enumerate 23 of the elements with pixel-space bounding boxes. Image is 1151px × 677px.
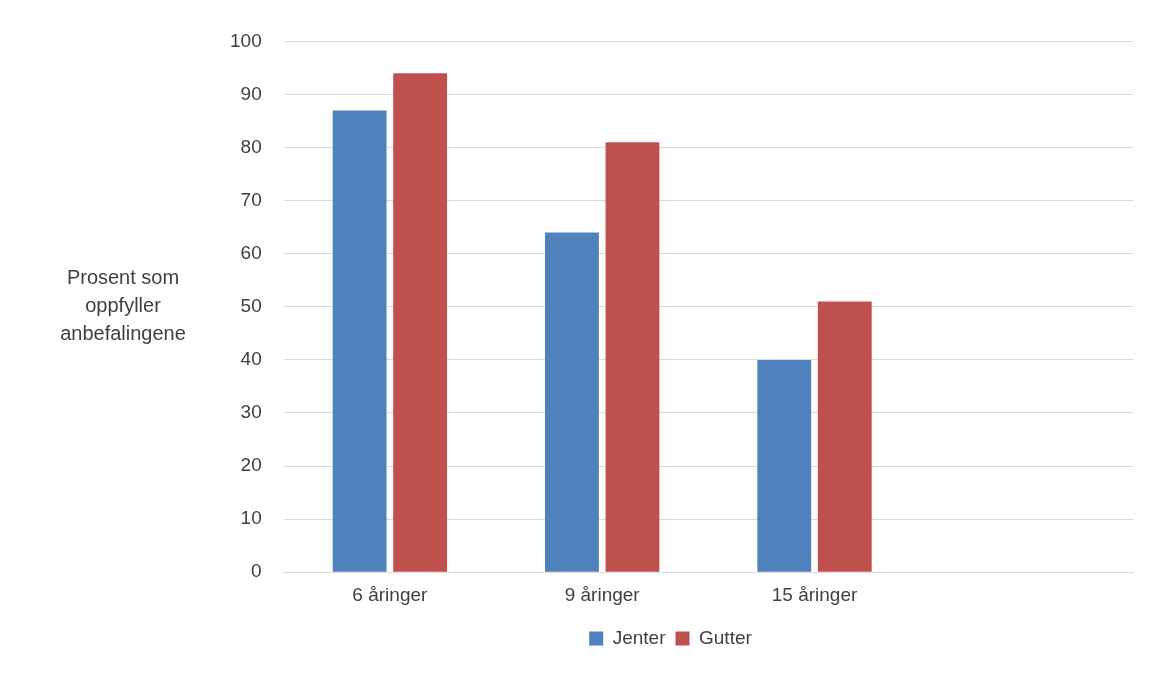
- y-tick-label: 80: [240, 135, 262, 157]
- x-tick-label: 9 åringer: [564, 583, 641, 605]
- bar: [605, 142, 660, 572]
- y-tick-label: 10: [240, 507, 262, 529]
- y-axis-title: Prosent som oppfyller anbefalingene: [60, 266, 186, 345]
- y-tick-label: 70: [240, 188, 262, 210]
- y-tick-label: 60: [240, 241, 262, 263]
- x-tick-label: 15 åringer: [771, 583, 858, 605]
- y-tick-label: 20: [240, 454, 262, 476]
- legend-label: Gutter: [699, 626, 753, 648]
- y-tick-label: 0: [251, 560, 262, 582]
- bar: [332, 110, 387, 572]
- legend-label: Jenter: [612, 626, 667, 648]
- bar: [545, 232, 599, 572]
- y-tick-label: 50: [240, 295, 262, 317]
- bar: [393, 73, 448, 572]
- bar: [757, 359, 812, 572]
- y-tick-label: 90: [240, 82, 262, 104]
- y-tick-label: 100: [230, 29, 262, 51]
- y-tick-label: 40: [240, 348, 262, 370]
- y-tick-label: 30: [240, 401, 262, 423]
- x-tick-label: 6 åringer: [352, 583, 429, 605]
- bar: [817, 301, 872, 572]
